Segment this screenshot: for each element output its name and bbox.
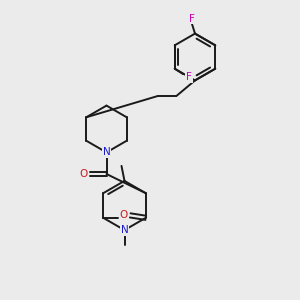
Text: F: F (186, 72, 192, 82)
Text: F: F (189, 14, 195, 24)
Text: O: O (79, 169, 88, 179)
Text: N: N (103, 147, 110, 158)
Text: O: O (119, 210, 128, 220)
Text: N: N (121, 225, 128, 235)
